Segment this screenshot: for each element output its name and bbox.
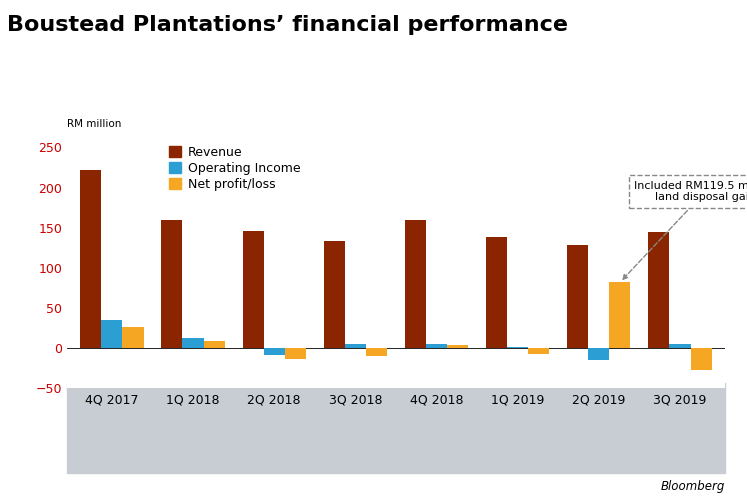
Bar bbox=[161, 220, 182, 348]
Bar bbox=[648, 232, 669, 348]
Bar bbox=[610, 282, 630, 348]
Bar bbox=[690, 348, 712, 370]
Text: Bloomberg: Bloomberg bbox=[660, 480, 725, 493]
Bar bbox=[405, 220, 426, 348]
Bar bbox=[588, 348, 610, 361]
Bar bbox=[285, 348, 306, 359]
Bar bbox=[447, 345, 468, 348]
Legend: Revenue, Operating Income, Net profit/loss: Revenue, Operating Income, Net profit/lo… bbox=[169, 146, 300, 191]
Bar bbox=[345, 344, 366, 348]
Bar bbox=[102, 320, 123, 348]
Text: Boustead Plantations’ financial performance: Boustead Plantations’ financial performa… bbox=[7, 15, 568, 35]
Bar bbox=[669, 344, 690, 348]
Text: RM million: RM million bbox=[67, 120, 122, 129]
Bar bbox=[123, 327, 143, 348]
Bar bbox=[528, 348, 549, 354]
Bar bbox=[264, 348, 285, 355]
Bar bbox=[80, 170, 102, 348]
Bar bbox=[323, 242, 345, 348]
Bar bbox=[486, 238, 507, 348]
Bar bbox=[366, 348, 387, 356]
Bar bbox=[426, 344, 447, 348]
Bar bbox=[567, 246, 588, 348]
Bar bbox=[182, 338, 204, 348]
Text: Included RM119.5 million
land disposal gain: Included RM119.5 million land disposal g… bbox=[623, 181, 747, 279]
Bar bbox=[204, 341, 225, 348]
Bar bbox=[243, 231, 264, 348]
